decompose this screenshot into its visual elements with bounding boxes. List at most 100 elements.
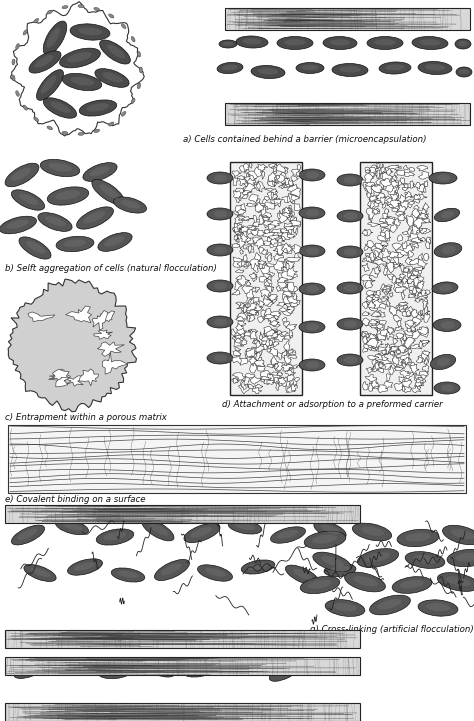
Polygon shape bbox=[385, 218, 397, 226]
Ellipse shape bbox=[459, 69, 469, 74]
Polygon shape bbox=[259, 215, 264, 225]
Ellipse shape bbox=[103, 532, 126, 541]
Polygon shape bbox=[268, 177, 272, 185]
Polygon shape bbox=[385, 230, 390, 239]
Polygon shape bbox=[399, 180, 402, 185]
Polygon shape bbox=[243, 309, 257, 315]
Ellipse shape bbox=[314, 521, 346, 539]
Polygon shape bbox=[365, 175, 370, 186]
Polygon shape bbox=[278, 185, 287, 189]
Ellipse shape bbox=[337, 282, 363, 294]
Polygon shape bbox=[400, 335, 407, 342]
Polygon shape bbox=[281, 364, 294, 371]
Polygon shape bbox=[283, 340, 290, 352]
Polygon shape bbox=[261, 376, 272, 380]
Polygon shape bbox=[237, 175, 245, 180]
Polygon shape bbox=[254, 215, 257, 224]
Polygon shape bbox=[414, 277, 421, 288]
Polygon shape bbox=[389, 252, 399, 258]
Polygon shape bbox=[259, 276, 268, 282]
Polygon shape bbox=[264, 298, 274, 307]
Polygon shape bbox=[382, 350, 388, 355]
Polygon shape bbox=[246, 282, 251, 286]
Ellipse shape bbox=[344, 284, 357, 291]
Polygon shape bbox=[395, 247, 409, 257]
Polygon shape bbox=[281, 244, 289, 252]
Ellipse shape bbox=[109, 14, 114, 18]
Polygon shape bbox=[377, 332, 386, 340]
Ellipse shape bbox=[121, 112, 126, 116]
Polygon shape bbox=[264, 308, 273, 318]
Polygon shape bbox=[379, 358, 385, 364]
Ellipse shape bbox=[62, 6, 68, 9]
Polygon shape bbox=[368, 202, 379, 208]
Polygon shape bbox=[424, 306, 428, 314]
Polygon shape bbox=[364, 343, 373, 350]
Polygon shape bbox=[276, 164, 286, 172]
Polygon shape bbox=[244, 164, 249, 173]
Polygon shape bbox=[290, 328, 293, 337]
Ellipse shape bbox=[306, 172, 319, 179]
Polygon shape bbox=[392, 252, 404, 258]
Ellipse shape bbox=[96, 529, 134, 545]
Ellipse shape bbox=[78, 4, 84, 8]
Polygon shape bbox=[395, 326, 404, 330]
Polygon shape bbox=[422, 213, 428, 219]
Polygon shape bbox=[371, 378, 378, 388]
Polygon shape bbox=[266, 263, 277, 267]
Polygon shape bbox=[366, 208, 375, 219]
Ellipse shape bbox=[141, 659, 175, 677]
Polygon shape bbox=[421, 290, 427, 296]
Polygon shape bbox=[290, 185, 300, 196]
Polygon shape bbox=[362, 311, 371, 316]
Polygon shape bbox=[260, 345, 268, 349]
Polygon shape bbox=[411, 243, 419, 248]
Polygon shape bbox=[263, 314, 273, 322]
Polygon shape bbox=[237, 313, 247, 324]
Polygon shape bbox=[249, 163, 253, 168]
Polygon shape bbox=[405, 320, 417, 326]
Polygon shape bbox=[237, 239, 246, 249]
Polygon shape bbox=[401, 263, 405, 273]
Polygon shape bbox=[405, 257, 412, 265]
Polygon shape bbox=[402, 200, 413, 208]
Polygon shape bbox=[406, 320, 413, 331]
Ellipse shape bbox=[337, 246, 363, 258]
Ellipse shape bbox=[31, 567, 50, 577]
Polygon shape bbox=[268, 377, 280, 382]
Ellipse shape bbox=[324, 563, 356, 577]
Polygon shape bbox=[371, 347, 375, 351]
Polygon shape bbox=[275, 167, 288, 171]
Polygon shape bbox=[421, 358, 426, 362]
Polygon shape bbox=[397, 319, 401, 327]
Polygon shape bbox=[379, 218, 387, 223]
Polygon shape bbox=[294, 300, 301, 305]
Polygon shape bbox=[256, 346, 264, 352]
Polygon shape bbox=[249, 357, 258, 364]
Polygon shape bbox=[257, 255, 261, 260]
Polygon shape bbox=[264, 377, 269, 385]
Polygon shape bbox=[248, 329, 258, 333]
Polygon shape bbox=[376, 163, 380, 169]
Polygon shape bbox=[247, 179, 255, 186]
Ellipse shape bbox=[102, 72, 123, 82]
Polygon shape bbox=[258, 260, 266, 265]
Polygon shape bbox=[372, 366, 383, 372]
Polygon shape bbox=[285, 379, 291, 387]
Polygon shape bbox=[375, 354, 383, 360]
Polygon shape bbox=[382, 381, 392, 389]
Polygon shape bbox=[382, 172, 393, 183]
Ellipse shape bbox=[413, 555, 437, 564]
Polygon shape bbox=[291, 199, 295, 204]
Polygon shape bbox=[264, 313, 269, 319]
Polygon shape bbox=[424, 358, 428, 365]
Bar bbox=[8, 425, 466, 493]
Polygon shape bbox=[286, 275, 297, 280]
Polygon shape bbox=[291, 175, 299, 182]
Polygon shape bbox=[421, 350, 429, 360]
Ellipse shape bbox=[425, 64, 445, 71]
Polygon shape bbox=[374, 322, 382, 332]
Polygon shape bbox=[250, 288, 258, 293]
Polygon shape bbox=[386, 286, 391, 294]
Ellipse shape bbox=[455, 553, 474, 562]
